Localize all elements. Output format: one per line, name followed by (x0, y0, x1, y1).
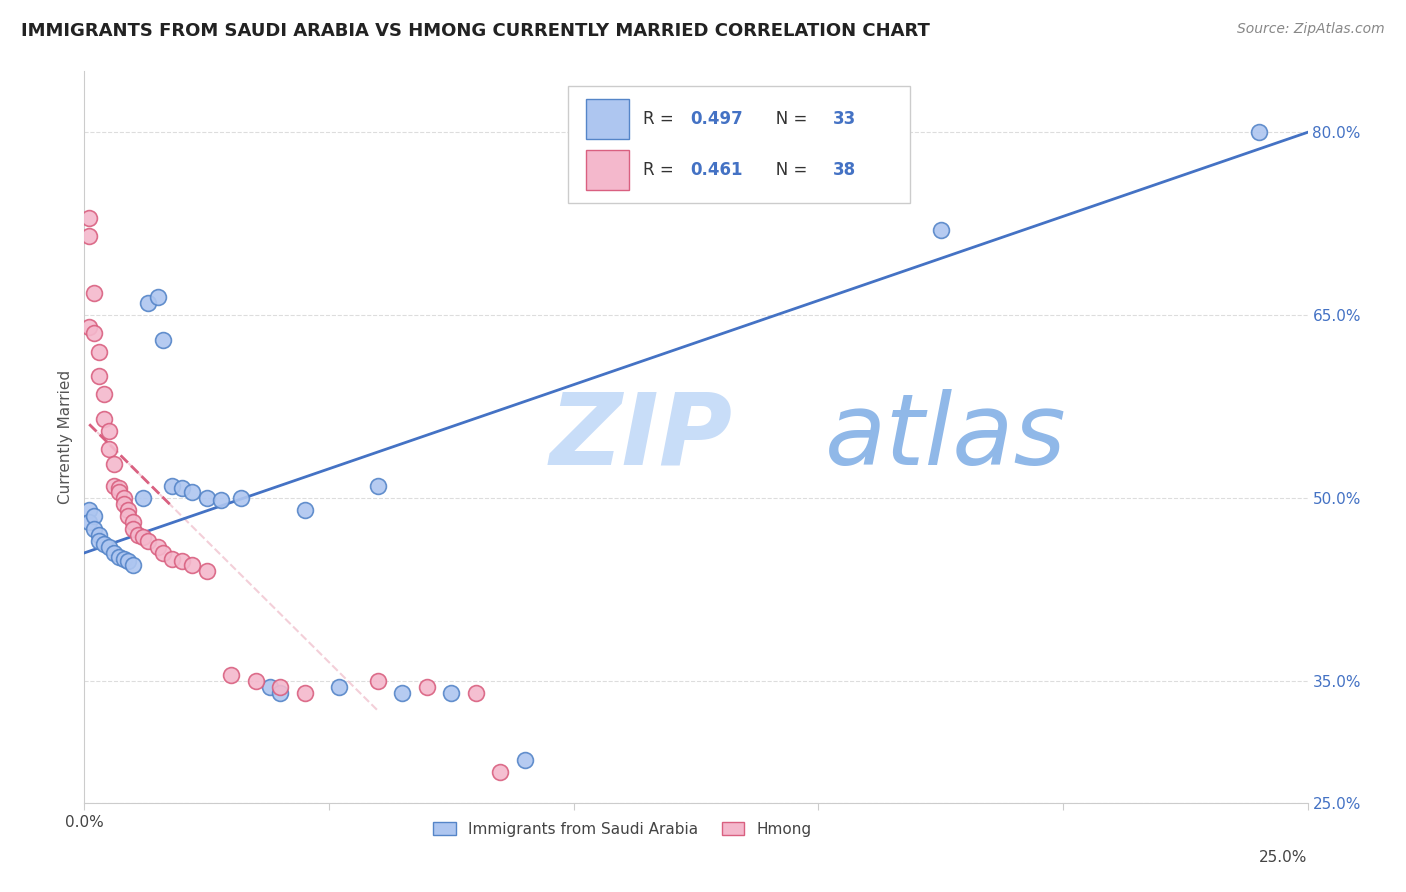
Text: R =: R = (644, 161, 679, 179)
Text: 38: 38 (832, 161, 856, 179)
Point (122, 558, 145, 573)
Point (181, 558, 204, 573)
Point (83, 521, 105, 535)
Point (127, 527, 149, 541)
Point (103, 457, 125, 471)
Text: atlas: atlas (824, 389, 1066, 485)
Point (328, 680, 350, 694)
Point (152, 546, 174, 560)
Point (219, 667, 242, 681)
Legend: Immigrants from Saudi Arabia, Hmong: Immigrants from Saudi Arabia, Hmong (427, 815, 818, 843)
Point (162, 552, 184, 566)
Point (259, 680, 281, 694)
Point (97, 442, 120, 457)
Text: R =: R = (644, 110, 679, 128)
Point (440, 686, 463, 700)
Point (112, 552, 135, 566)
Point (83, 286, 105, 301)
Point (146, 290, 169, 304)
Point (117, 554, 139, 568)
Text: N =: N = (759, 161, 813, 179)
Point (152, 333, 174, 347)
Point (1247, 125, 1270, 139)
Text: 25.0%: 25.0% (1260, 850, 1308, 865)
Point (117, 503, 139, 517)
Text: IMMIGRANTS FROM SAUDI ARABIA VS HMONG CURRENTLY MARRIED CORRELATION CHART: IMMIGRANTS FROM SAUDI ARABIA VS HMONG CU… (21, 22, 929, 40)
Point (367, 479, 389, 493)
Point (195, 491, 218, 505)
Point (416, 680, 439, 694)
Point (77, 516, 100, 530)
Point (93, 412, 115, 426)
Text: Source: ZipAtlas.com: Source: ZipAtlas.com (1237, 22, 1385, 37)
Point (77, 503, 100, 517)
Y-axis label: Currently Married: Currently Married (58, 370, 73, 504)
Point (294, 686, 316, 700)
Point (162, 479, 184, 493)
Point (77, 320, 100, 334)
Point (929, 223, 952, 237)
Point (107, 549, 129, 564)
Point (464, 686, 486, 700)
Point (112, 491, 135, 505)
Point (83, 509, 105, 524)
Point (77, 211, 100, 225)
Point (195, 564, 218, 578)
Point (269, 680, 291, 694)
Point (107, 485, 129, 500)
Point (107, 481, 129, 495)
Point (132, 491, 155, 505)
Point (117, 509, 139, 524)
Point (83, 326, 105, 341)
Point (103, 546, 125, 560)
Point (112, 497, 135, 511)
Point (391, 686, 413, 700)
Point (93, 537, 115, 551)
Point (172, 554, 194, 568)
FancyBboxPatch shape (568, 86, 910, 203)
Point (269, 686, 291, 700)
Point (87, 369, 110, 384)
FancyBboxPatch shape (586, 99, 628, 139)
Point (489, 765, 512, 780)
Point (103, 479, 125, 493)
Point (87, 533, 110, 548)
Point (513, 753, 536, 767)
Point (87, 344, 110, 359)
Point (367, 673, 389, 688)
Point (172, 481, 194, 495)
Point (97, 424, 120, 438)
Point (77, 228, 100, 243)
Point (122, 516, 145, 530)
Text: 0.461: 0.461 (690, 161, 742, 179)
Point (146, 540, 169, 554)
Text: N =: N = (759, 110, 813, 128)
Point (229, 491, 252, 505)
Text: 33: 33 (832, 110, 856, 128)
Point (209, 493, 232, 508)
Point (132, 530, 155, 544)
FancyBboxPatch shape (586, 150, 628, 190)
Point (245, 673, 267, 688)
Point (93, 387, 115, 401)
Point (122, 521, 145, 535)
Text: ZIP: ZIP (550, 389, 733, 485)
Point (136, 533, 159, 548)
Point (294, 503, 316, 517)
Point (97, 540, 120, 554)
Point (181, 485, 204, 500)
Point (87, 527, 110, 541)
Text: 0.497: 0.497 (690, 110, 742, 128)
Point (136, 296, 159, 310)
